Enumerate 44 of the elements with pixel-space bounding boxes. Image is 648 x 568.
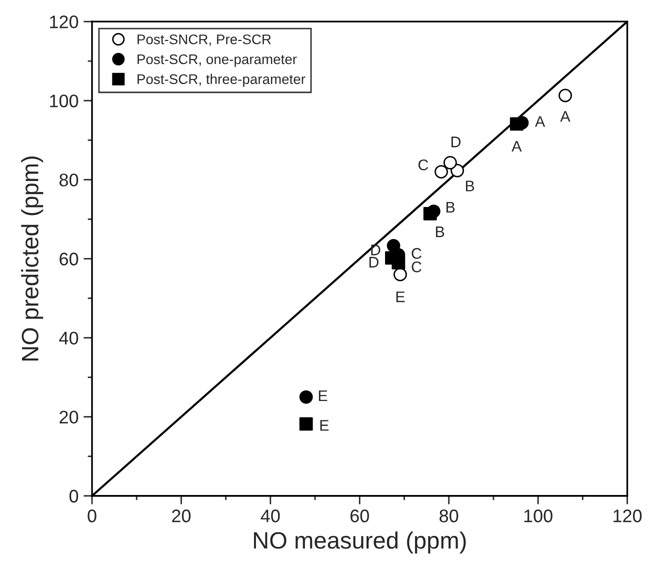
annotation: A	[560, 111, 570, 122]
y-tick-label: 120	[50, 16, 78, 28]
x-tick-label: 0	[88, 510, 96, 522]
point	[450, 164, 464, 178]
point	[423, 206, 437, 220]
x-tick-label: 80	[440, 510, 458, 522]
point	[394, 268, 407, 282]
annotation: D	[451, 136, 461, 148]
annotation: B	[436, 226, 444, 238]
x-tick-label: 60	[350, 510, 369, 522]
point	[510, 117, 524, 131]
annotation: B	[466, 180, 474, 192]
annotation: C	[418, 160, 428, 170]
y-tick-label: 60	[60, 252, 78, 266]
annotation: A	[512, 141, 522, 152]
annotation: E	[318, 390, 328, 402]
annotation: A	[534, 116, 546, 127]
legend-label: Post-SCR, three-parameter	[138, 74, 306, 87]
annotation: E	[396, 292, 405, 302]
point	[443, 156, 457, 170]
legend-label: Post-SCR, one-parameter	[138, 54, 297, 67]
annotation: E	[320, 420, 329, 431]
annotation: C	[412, 248, 422, 259]
annotation: D	[369, 256, 378, 268]
annotation: D	[371, 244, 380, 256]
point	[299, 417, 313, 431]
x-tick-label: 40	[260, 510, 280, 522]
point	[299, 390, 313, 404]
point	[434, 165, 448, 178]
point	[386, 238, 400, 252]
x-tick-label: 100	[524, 510, 552, 522]
annotation: C	[412, 262, 422, 272]
annotation: B	[446, 202, 455, 212]
y-tick-label: 40	[59, 332, 78, 344]
y-tick-label: 0	[69, 490, 78, 503]
legend-label: Post-SNCR, Pre-SCR	[138, 34, 271, 46]
y-tick-label: 80	[60, 174, 78, 186]
y-axis-title: NO predicted (ppm)	[21, 156, 44, 360]
point	[558, 88, 572, 102]
x-tick-label: 20	[172, 510, 191, 522]
y-tick-label: 100	[50, 94, 78, 108]
x-tick-label: 120	[614, 510, 642, 522]
x-axis-title: NO measured (ppm)	[254, 531, 466, 554]
y-tick-label: 20	[60, 410, 78, 424]
